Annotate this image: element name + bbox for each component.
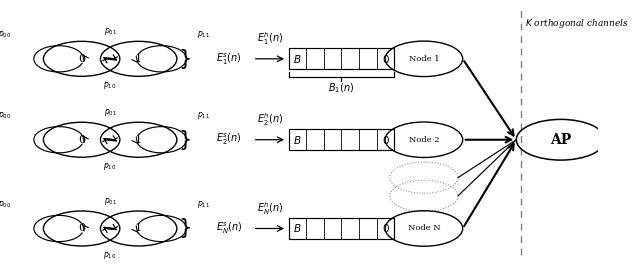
Text: $p_{10}$: $p_{10}$ bbox=[104, 250, 117, 261]
Text: $B_1(n)$: $B_1(n)$ bbox=[328, 82, 355, 95]
Bar bbox=[289, 129, 394, 150]
Bar bbox=[289, 218, 394, 239]
Text: $p_{10}$: $p_{10}$ bbox=[104, 81, 117, 91]
Text: $p_{01}$: $p_{01}$ bbox=[104, 107, 116, 118]
Bar bbox=[289, 48, 394, 69]
Text: $E_1^s(n)$: $E_1^s(n)$ bbox=[216, 51, 241, 67]
Text: $p_{10}$: $p_{10}$ bbox=[104, 161, 117, 172]
Text: $B$: $B$ bbox=[293, 223, 301, 234]
Text: $p_{00}$: $p_{00}$ bbox=[0, 29, 12, 40]
Text: $0$: $0$ bbox=[381, 223, 389, 234]
Text: $p_{11}$: $p_{11}$ bbox=[197, 110, 210, 121]
Text: $\}$: $\}$ bbox=[178, 216, 191, 241]
Text: $E_1^h(n)$: $E_1^h(n)$ bbox=[257, 30, 283, 47]
Text: $\}$: $\}$ bbox=[178, 128, 191, 152]
Text: 0: 0 bbox=[78, 54, 85, 64]
Text: AP: AP bbox=[550, 133, 572, 147]
Text: $E_N^h(n)$: $E_N^h(n)$ bbox=[257, 200, 283, 217]
Text: $\}$: $\}$ bbox=[178, 47, 191, 71]
Text: $p_{01}$: $p_{01}$ bbox=[104, 26, 116, 37]
Text: $E_2^s(n)$: $E_2^s(n)$ bbox=[216, 132, 241, 147]
Text: $0$: $0$ bbox=[381, 53, 389, 65]
Text: Node N: Node N bbox=[408, 224, 440, 233]
Text: $B$: $B$ bbox=[293, 53, 301, 65]
Text: 1: 1 bbox=[135, 224, 142, 233]
Text: $p_{00}$: $p_{00}$ bbox=[0, 110, 12, 121]
Text: $E_N^s(n)$: $E_N^s(n)$ bbox=[216, 221, 242, 236]
Text: 0: 0 bbox=[78, 224, 85, 233]
Text: Node 1: Node 1 bbox=[408, 55, 439, 63]
Text: $p_{00}$: $p_{00}$ bbox=[0, 199, 12, 210]
Text: Node 2: Node 2 bbox=[409, 136, 439, 144]
Text: $E_2^h(n)$: $E_2^h(n)$ bbox=[257, 111, 283, 128]
Text: 1: 1 bbox=[135, 54, 142, 64]
Text: $p_{11}$: $p_{11}$ bbox=[197, 29, 210, 40]
Text: $B$: $B$ bbox=[293, 134, 301, 146]
Text: $p_{01}$: $p_{01}$ bbox=[104, 196, 116, 207]
Text: 0: 0 bbox=[78, 135, 85, 145]
Text: $0$: $0$ bbox=[381, 134, 389, 146]
Text: $K$ orthogonal channels: $K$ orthogonal channels bbox=[525, 17, 629, 30]
Text: $p_{11}$: $p_{11}$ bbox=[197, 199, 210, 210]
Text: 1: 1 bbox=[135, 135, 142, 145]
